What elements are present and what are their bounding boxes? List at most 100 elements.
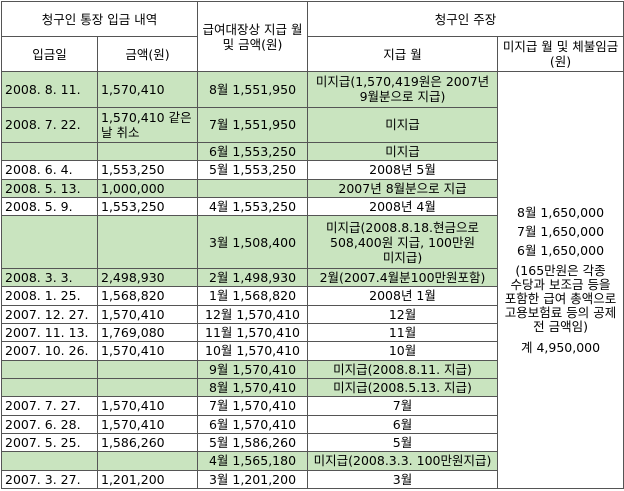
cell: 2008. 1. 25.: [1, 286, 98, 306]
table-row: 2008. 5. 13. 1,000,000 2007년 8월분으로 지급: [1, 178, 624, 198]
table-row: 2007. 10. 26. 1,570,410 10월 1,570,410 10월: [1, 341, 624, 361]
cell: 3월 1,508,400: [197, 215, 309, 269]
table-row: 2008. 5. 9. 1,553,250 4월 1,553,250 2008년 4월: [1, 196, 624, 217]
table-row: 6월 1,553,250 미지급: [1, 141, 624, 162]
cell: 미지급(2008.3.3. 100만원지급): [307, 451, 499, 471]
cell: 5월: [307, 432, 499, 453]
header-cell: 금액(원): [96, 36, 199, 72]
table-row: 2007. 5. 25. 1,586,260 5월 1,586,260 5월: [1, 432, 624, 453]
cell: 11월 1,570,410: [197, 322, 309, 343]
cell: 9월 1,570,410: [197, 359, 309, 379]
table-row: 2008. 3. 3. 2,498,930 2월 1,498,930 2월(2007.…: [1, 267, 624, 288]
table-row: 2008. 8. 11. 1,570,410 8월 1,551,950 미지급(1,5…: [1, 71, 624, 489]
cell: 8월 1,570,410: [197, 377, 309, 398]
cell: 2,498,930: [96, 267, 199, 288]
cell: 6월: [307, 414, 499, 434]
cell: 2008. 5. 9.: [1, 196, 98, 217]
cell: 10월: [307, 341, 499, 361]
cell: [96, 215, 199, 269]
cell: 2월(2007.4월분100만원포함): [307, 267, 499, 288]
unpaid-month: 7월 1,650,000: [517, 224, 605, 239]
cell: [1, 215, 98, 269]
cell: 미지급: [307, 106, 499, 143]
table-row: 2007. 11. 13. 1,769,080 11월 1,570,410 11월: [1, 322, 624, 343]
header-cell: 청구인 통장 입금 내역: [0, 1, 199, 37]
header-row: 청구인 통장 입금 내역 급여대장상 지급 월 및 금액(원) 청구인 주장: [0, 1, 624, 72]
cell: 7월: [307, 396, 499, 416]
unpaid-month: 6월 1,650,000: [517, 243, 605, 258]
cell: 2008년 1월: [307, 286, 499, 306]
unpaid-note: (165만원은 각종 수당과 보조금 등을 포함한 급여 총액으로 고용보험료 …: [504, 263, 617, 334]
cell: [1, 451, 98, 471]
unpaid-summary: 8월 1,650,000 7월 1,650,000 6월 1,650,000 (165…: [497, 71, 624, 489]
cell: 4월 1,553,250: [197, 196, 309, 217]
cell: 2007. 3. 27.: [1, 469, 98, 490]
cell: 2007. 10. 26.: [1, 341, 98, 361]
cell: 5월 1,586,260: [197, 432, 309, 453]
table-row: 2007. 6. 28. 1,570,410 6월 1,570,410 6월: [1, 414, 624, 434]
cell: 3월: [307, 469, 499, 490]
cell: 2007. 7. 27.: [1, 396, 98, 416]
table-row: 8월 1,570,410 미지급(2008.5.13. 지급): [1, 377, 624, 398]
header-cell: 청구인 주장: [307, 1, 624, 37]
table-body: 2008. 8. 11. 1,570,410 8월 1,551,950 미지급(1,5…: [1, 71, 624, 490]
cell: 미지급(1,570,419원은 2007년 9월분으로 지급): [307, 71, 499, 108]
cell: 미지급(2008.8.18.현금으로 508,400원 지급, 100만원 미지…: [307, 215, 499, 269]
cell: 1,000,000: [96, 178, 199, 198]
header-cell: 입금일: [1, 36, 98, 72]
cell: 7월 1,551,950: [197, 106, 309, 143]
cell: [1, 141, 98, 162]
header-cell: 급여대장상 지급 월 및 금액(원): [197, 1, 309, 72]
cell: 7월 1,570,410: [197, 396, 309, 416]
cell: 1월 1,568,820: [197, 286, 309, 306]
cell: 1,586,260: [96, 432, 199, 453]
cell: 2008. 8. 11.: [1, 71, 98, 108]
cell: 미지급: [307, 141, 499, 162]
table-row: 2008. 1. 25. 1,568,820 1월 1,568,820 2008년 1…: [1, 286, 624, 306]
cell: 1,553,250: [96, 160, 199, 180]
cell: 2008년 5월: [307, 160, 499, 180]
table-row: 2007. 3. 27. 1,201,200 3월 1,201,200 3월: [1, 469, 624, 490]
cell: 미지급(2008.5.13. 지급): [307, 377, 499, 398]
table-row: 2008. 6. 4. 1,553,250 5월 1,553,250 2008년 5월: [1, 160, 624, 180]
cell: 2008. 7. 22.: [1, 106, 98, 143]
cell: 6월 1,553,250: [197, 141, 309, 162]
cell: 2008. 5. 13.: [1, 178, 98, 198]
cell: 12월 1,570,410: [197, 304, 309, 324]
cell: 2월 1,498,930: [197, 267, 309, 288]
cell: 1,570,410 같은 날 취소: [96, 106, 199, 143]
cell: 5월 1,553,250: [197, 160, 309, 180]
table-row: 2007. 7. 27. 1,570,410 7월 1,570,410 7월: [1, 396, 624, 416]
cell: 2008. 3. 3.: [1, 267, 98, 288]
cell: [96, 451, 199, 471]
cell: 6월 1,570,410: [197, 414, 309, 434]
cell: 1,570,410: [96, 396, 199, 416]
cell: 3월 1,201,200: [197, 469, 309, 490]
unpaid-total: 계 4,950,000: [520, 340, 601, 355]
header-row: 입금일 금액(원) 지급 월 미지급 월 및 체불임금(원): [1, 36, 624, 72]
cell: 1,570,410: [96, 71, 199, 108]
cell: 미지급(2008.8.11. 지급): [307, 359, 499, 379]
cell: 1,201,200: [96, 469, 199, 490]
header-cell: 지급 월: [307, 36, 499, 72]
table-row: 9월 1,570,410 미지급(2008.8.11. 지급): [1, 359, 624, 379]
cell: [96, 359, 199, 379]
cell: 8월 1,551,950: [197, 71, 309, 108]
cell: 2008. 6. 4.: [1, 160, 98, 180]
cell: 1,570,410: [96, 414, 199, 434]
cell: 2007. 12. 27.: [1, 304, 98, 324]
cell: 2008년 4월: [307, 196, 499, 217]
header-cell: 미지급 월 및 체불임금(원): [497, 36, 624, 72]
cell: 1,553,250: [96, 196, 199, 217]
cell: [96, 377, 199, 398]
cell: 2007. 6. 28.: [1, 414, 98, 434]
cell: 12월: [307, 304, 499, 324]
cell: 2007. 11. 13.: [1, 322, 98, 343]
cell: [197, 178, 309, 198]
unpaid-month: 8월 1,650,000: [517, 205, 605, 220]
cell: 11월: [307, 322, 499, 343]
cell: 2007년 8월분으로 지급: [307, 178, 499, 198]
cell: 2007. 5. 25.: [1, 432, 98, 453]
